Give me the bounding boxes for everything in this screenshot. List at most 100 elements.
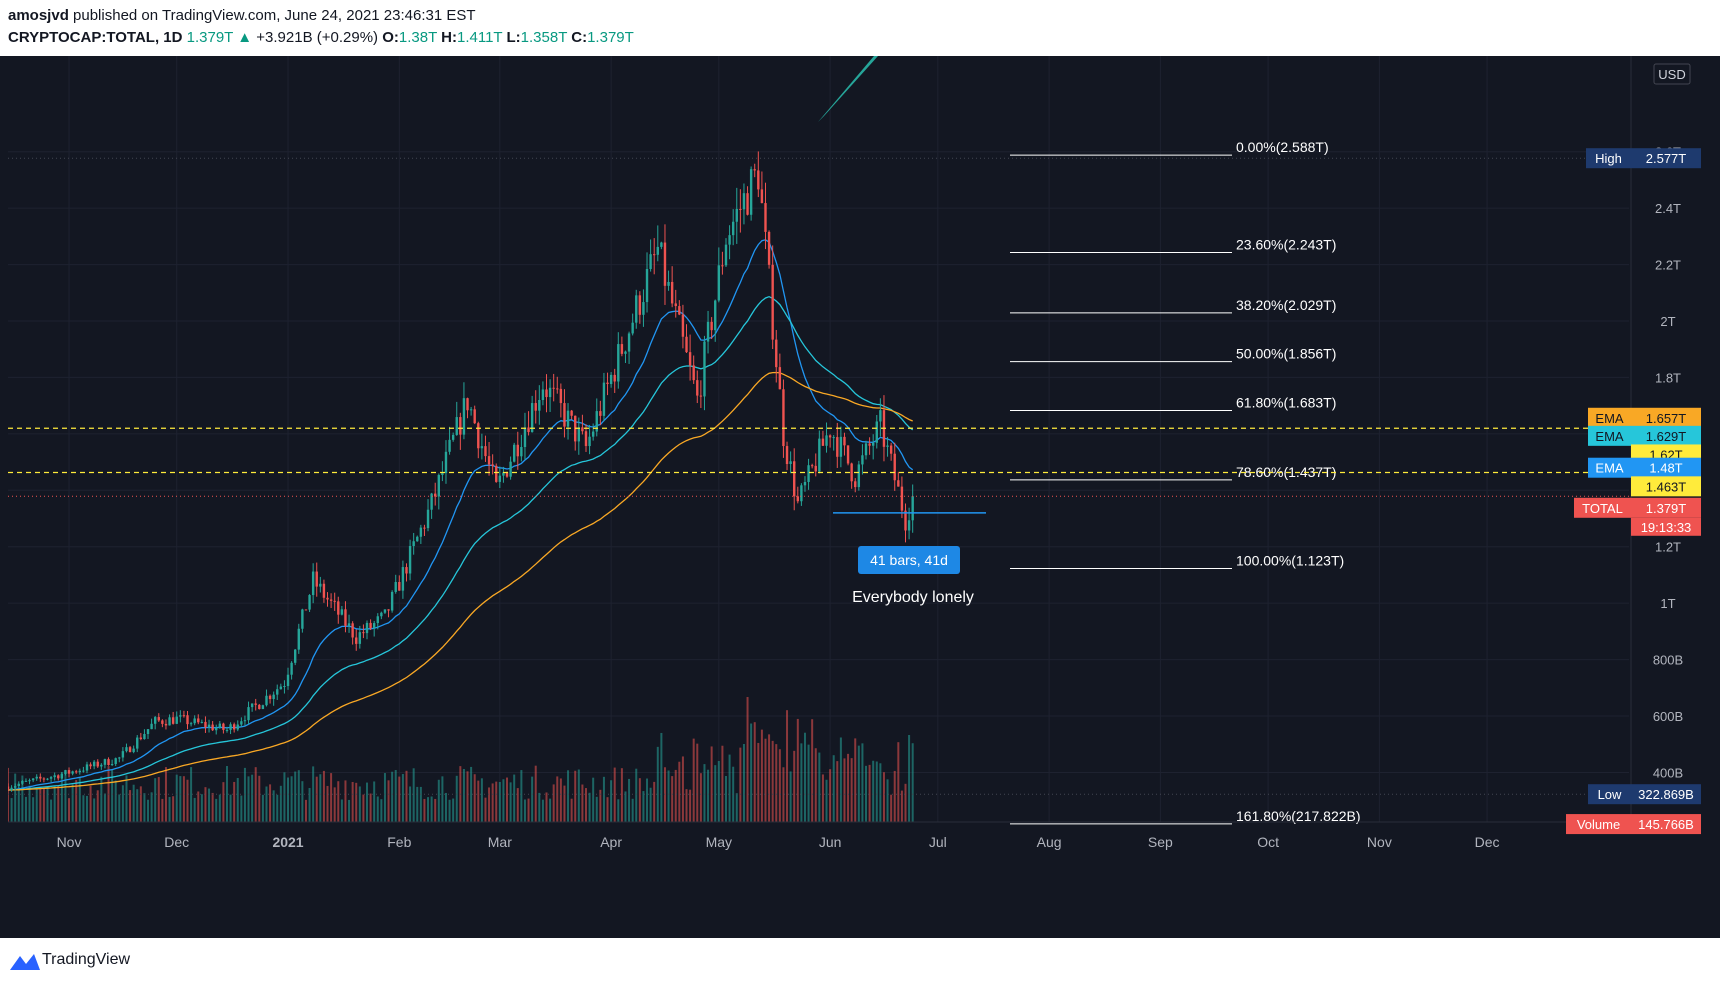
candle-body [189,723,193,725]
candle-body [602,382,606,416]
candle-body [347,623,351,626]
note-text[interactable]: Everybody lonely [852,589,974,606]
volume-bar [646,778,649,822]
author-name[interactable]: amosjvd [8,7,69,24]
volume-bar [147,799,150,822]
volume-bar [803,732,806,822]
price-chart[interactable]: 0.00%(2.588T) 23.60%(2.243T) 38.20%(2.029T… [8,56,1712,938]
candle-body [408,546,412,574]
candle-body [171,717,175,724]
candle-body [405,567,408,574]
candle-body [889,445,893,454]
volume-bar [570,798,573,822]
volume-bar [667,770,670,822]
candle-body [161,720,164,724]
volume-bar [233,781,236,822]
price-tag-value: 145.766B [1638,817,1694,832]
volume-bars [8,697,914,822]
price-tag-value: 1.48T [1649,461,1682,476]
volume-bar [732,766,735,822]
volume-bar [793,750,796,822]
volume-bar [193,797,196,822]
volume-bar [523,799,526,822]
volume-bar [836,761,839,822]
candle-body [692,365,695,381]
candle-body [520,446,523,457]
candle-body [412,541,415,547]
volume-bar [588,792,591,822]
symbol-name[interactable]: CRYPTOCAP:TOTAL, 1D [8,29,183,46]
volume-bar [32,797,35,822]
candle-body [272,694,275,700]
volume-bar [674,769,677,822]
volume-bar [175,774,178,822]
candle-body [814,465,817,472]
candle-body [247,707,250,721]
y-tick-label: 1.8T [1655,370,1681,385]
candle-body [240,721,243,725]
candle-body [638,295,642,315]
candle-body [721,265,724,267]
volume-bar [28,785,31,822]
candle-body [696,380,699,396]
volume-bar [466,771,469,822]
candle-body [82,770,85,772]
horizontal-lines[interactable] [8,157,1629,795]
candle-body [193,718,196,724]
volume-bar [473,774,476,822]
volume-bar [685,789,688,822]
volume-bar [362,794,365,822]
volume-bar [136,789,139,822]
volume-bar [340,799,343,822]
arrow-drawing[interactable] [818,56,878,122]
volume-bar [121,785,124,822]
volume-bar [843,758,846,822]
candle-body [495,465,498,482]
candle-body [473,409,476,424]
brand-name[interactable]: TradingView [42,951,131,968]
currency-label[interactable]: USD [1658,67,1685,82]
volume-bar [750,723,753,822]
volume-bar [441,776,444,822]
volume-bar [261,794,264,822]
tradingview-logo-icon[interactable] [8,950,42,972]
candle-body [250,703,254,708]
candle-body [175,716,178,724]
candle-body [466,398,469,411]
open-value: 1.38T [398,29,437,46]
candle-body [502,472,505,476]
fib-level-label: 61.80%(1.683T) [1236,394,1336,410]
x-tick-label: Aug [1037,834,1062,850]
volume-bar [139,786,142,822]
volume-bar [64,771,67,822]
price-tag-value: 322.869B [1638,787,1694,802]
ema-line [8,371,913,791]
grid-lines [8,56,1629,822]
volume-bar [818,752,821,822]
candle-body [782,389,785,447]
candle-body [843,436,846,446]
candle-body [308,595,311,610]
volume-bar [653,781,656,822]
volume-bar [276,794,279,822]
volume-bar [897,742,900,822]
low-label: L: [506,29,521,46]
candle-body [96,761,99,767]
y-tick-label: 2.2T [1655,258,1681,273]
annotations[interactable]: 41 bars, 41d Everybody lonely [818,56,986,606]
volume-bar [839,737,842,822]
fib-retracement[interactable]: 0.00%(2.588T) 23.60%(2.243T) 38.20%(2.029T… [1010,139,1361,825]
volume-bar [491,783,494,822]
candle-body [337,601,340,615]
range-label: 41 bars, 41d [870,552,948,568]
candle-body [398,582,401,591]
candle-body [620,344,624,354]
candle-body [566,410,570,427]
candle-body [136,737,139,749]
volume-bar [154,778,157,822]
candle-body [21,780,24,784]
candle-body [376,616,379,624]
countdown-timer: 19:13:33 [1641,520,1692,535]
candle-body [746,193,749,215]
candle-body [13,786,17,788]
